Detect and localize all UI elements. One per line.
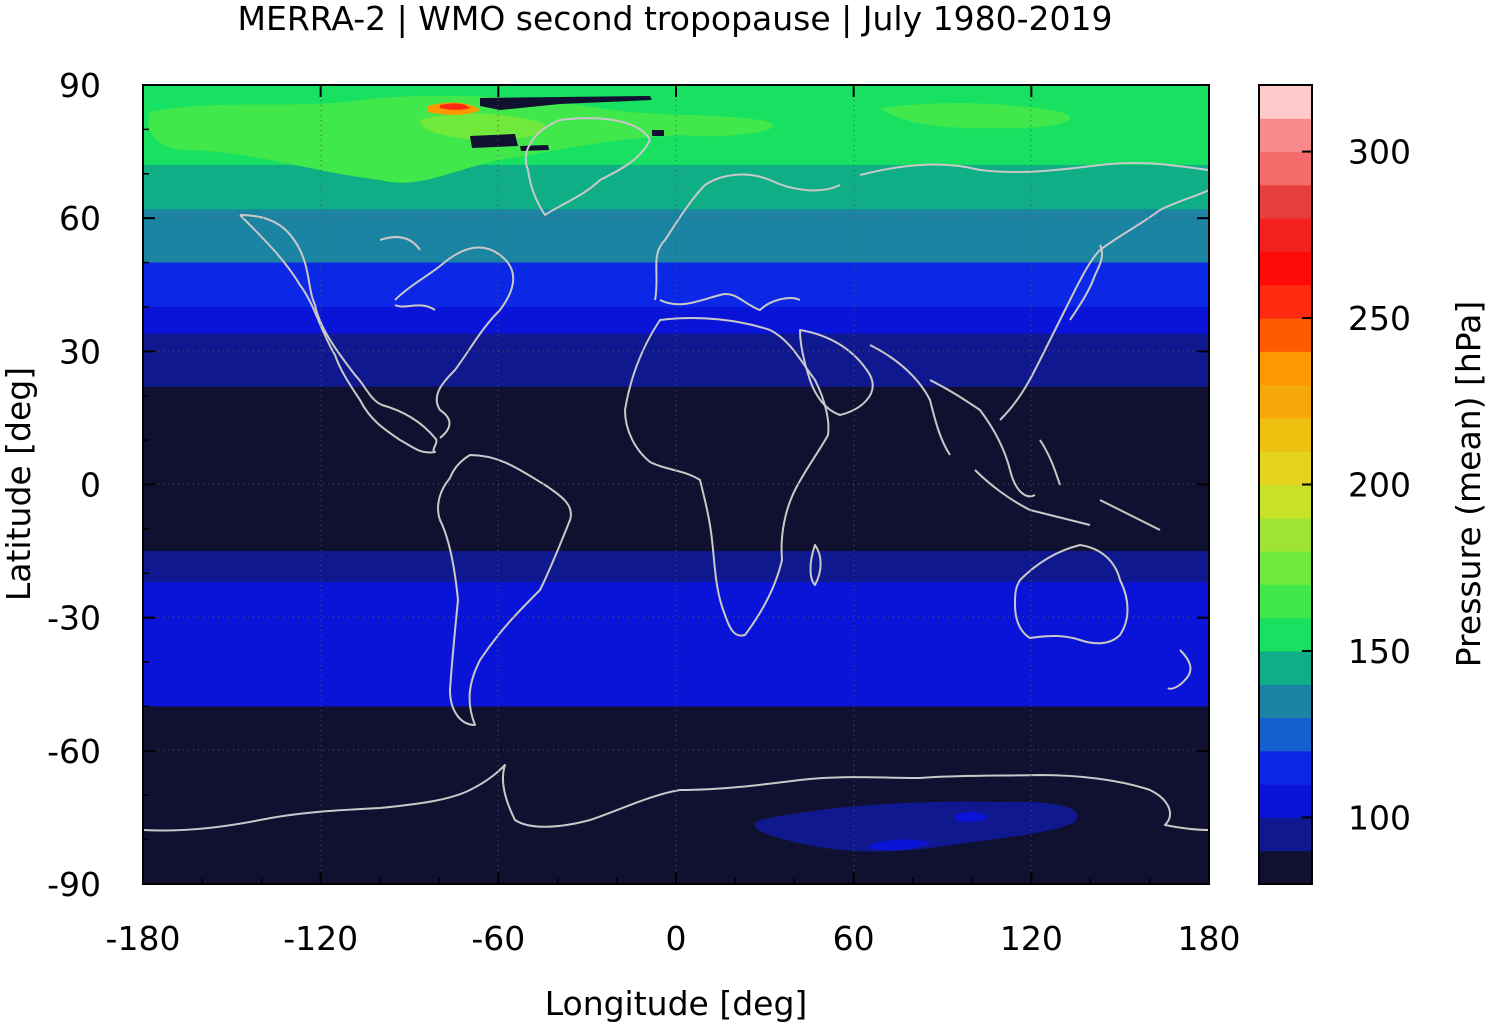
arctic-patch-red: [440, 103, 470, 110]
colorbar-swatch: [1259, 617, 1312, 652]
arctic-patch-dark-4: [652, 130, 664, 136]
colorbar-swatch: [1259, 351, 1312, 386]
arctic-patch-green: [148, 95, 773, 183]
y-tick-label: 90: [59, 66, 101, 105]
colorbar-swatch: [1259, 684, 1312, 719]
colorbar-swatch: [1259, 451, 1312, 485]
x-tick-label: 60: [833, 919, 875, 958]
asia-coast: [859, 161, 1209, 498]
y-tick-label: 0: [80, 466, 101, 505]
japan-coast: [1069, 244, 1104, 321]
latitude-band-3: [143, 209, 1209, 264]
antarctica-coast: [143, 764, 1209, 832]
antarctic-patch-bright-2: [955, 812, 988, 823]
colorbar: [1259, 85, 1312, 885]
arctic-patch-dark-1: [480, 96, 652, 110]
south-america-coast: [437, 454, 572, 726]
y-tick-label: -30: [47, 599, 101, 638]
latitude-band-10: [143, 662, 1209, 707]
arctic-high-pressure-patches: [148, 95, 1071, 183]
grid-lines: [143, 85, 1209, 884]
new-zealand-coast: [1167, 649, 1192, 690]
latitude-band-7: [143, 386, 1209, 552]
antarctic-patch-blue: [755, 801, 1078, 852]
colorbar-swatch: [1259, 717, 1312, 752]
madagascar-coast: [809, 544, 822, 586]
africa-coast: [624, 317, 830, 637]
antarctic-patch-bright: [870, 839, 930, 851]
x-axis-ticks: -180 -120 -60 0 60 120 180: [106, 85, 1241, 958]
colorbar-swatch: [1259, 118, 1312, 153]
colorbar-swatch: [1259, 551, 1312, 585]
colorbar-swatch: [1259, 85, 1312, 119]
colorbar-label: Pressure (mean) [hPa]: [1449, 301, 1488, 668]
arctic-patch-dark-3: [520, 145, 549, 151]
colorbar-swatch: [1259, 218, 1312, 252]
x-tick-label: 120: [1000, 919, 1063, 958]
latitude-band-2: [143, 164, 1209, 210]
coastlines: [143, 117, 1209, 832]
colorbar-swatch: [1259, 584, 1312, 619]
colorbar-swatch: [1259, 384, 1312, 419]
x-tick-label: 0: [666, 919, 687, 958]
x-tick-label: -180: [106, 919, 181, 958]
x-tick-label: -60: [471, 919, 525, 958]
colorbar-ticks: 100 150 200 250 300: [1302, 133, 1411, 837]
north-america-coast: [239, 214, 515, 454]
colorbar-swatch: [1259, 151, 1312, 186]
colorbar-tick-label: 300: [1348, 133, 1411, 172]
colorbar-swatch: [1259, 850, 1312, 885]
colorbar-tick-label: 250: [1348, 299, 1411, 338]
colorbar-tick-label: 200: [1348, 466, 1411, 505]
europe-coast: [654, 173, 841, 311]
colorbar-tick-label: 150: [1348, 632, 1411, 671]
chart-title: MERRA-2 | WMO second tropopause | July 1…: [238, 0, 1113, 38]
colorbar-swatch: [1259, 318, 1312, 352]
y-tick-label: -90: [47, 865, 101, 904]
arctic-patch-green-east: [880, 103, 1071, 129]
y-axis-ticks: 90 60 30 0 -30 -60 -90: [47, 66, 1209, 904]
antarctic-pressure-patches: [755, 801, 1078, 852]
colorbar-swatch: [1259, 517, 1312, 552]
y-axis-label: Latitude [deg]: [0, 367, 38, 601]
x-axis-label: Longitude [deg]: [545, 984, 808, 1023]
colorbar-swatch: [1259, 784, 1312, 818]
y-tick-label: 30: [59, 332, 101, 371]
arctic-patch-dark-2: [470, 134, 518, 148]
x-tick-label: -120: [283, 919, 358, 958]
colorbar-tick-label: 100: [1348, 798, 1411, 837]
colorbar-swatch: [1259, 750, 1312, 785]
greenland-coast: [524, 117, 651, 216]
colorbar-swatch: [1259, 650, 1312, 685]
southeast-asia-islands: [974, 439, 1161, 531]
y-tick-label: -60: [47, 732, 101, 771]
plot-area: [143, 85, 1209, 884]
y-tick-label: 60: [59, 199, 101, 238]
x-tick-label: 180: [1178, 919, 1241, 958]
colorbar-swatch: [1259, 484, 1312, 519]
arctic-patch-lime: [420, 113, 546, 141]
australia-coast: [1014, 544, 1129, 645]
colorbar-swatch: [1259, 817, 1312, 852]
latitude-band-8: [143, 551, 1209, 583]
colorbar-swatch: [1259, 184, 1312, 219]
colorbar-swatch: [1259, 251, 1312, 286]
latitude-bands: [143, 85, 1209, 884]
colorbar-swatch: [1259, 417, 1312, 452]
colorbar-swatch: [1259, 284, 1312, 319]
